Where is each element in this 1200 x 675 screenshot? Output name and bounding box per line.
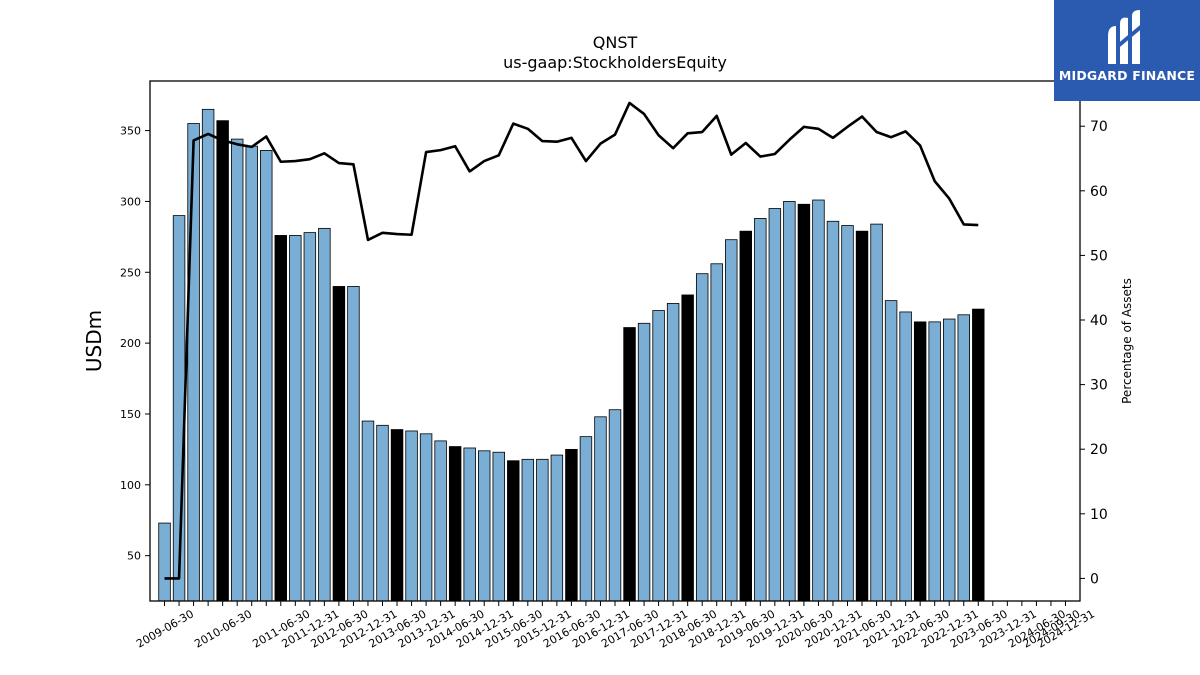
bar-2019-06-30 [739,230,752,602]
bar-2012-06-30 [332,286,346,602]
bar-2018-09-30 [695,273,709,602]
y-axis: 50 100 150 200 250 300 350 [120,125,150,563]
bar-2017-09-30 [637,322,651,602]
bar-2010-09-30 [230,138,244,602]
bar-2019-09-30 [754,218,767,602]
bar-2016-03-31 [550,454,564,602]
bar-2013-12-31 [419,433,433,602]
bar-2014-09-30 [463,447,476,602]
bar-2019-12-31 [768,208,782,602]
bar-2016-09-30 [579,436,593,602]
bar-2014-12-31 [478,450,491,602]
y2-tick-label-50: 50 [1090,248,1108,264]
bar-2018-03-31 [666,303,680,602]
y-tick-label-250: 250 [120,266,141,279]
bar-2015-03-31 [492,451,505,602]
y2-tick-label-60: 60 [1090,184,1108,200]
y-tick-label-200: 200 [120,337,141,350]
bar-2012-12-31 [361,420,375,602]
bar-2021-03-31 [841,225,854,602]
chart-title: QNST [593,33,638,52]
bar-2014-06-30 [448,446,462,602]
bar-2020-09-30 [812,199,825,602]
x-tick-label-2010-06-30: 2010-06-30 [192,607,254,650]
bar-2016-06-30 [565,448,578,602]
bar-2016-12-31 [594,416,607,602]
x-tick-label-2009-06-30: 2009-06-30 [134,607,196,650]
bar-2017-12-31 [652,310,665,602]
bar-2010-03-31 [201,108,215,602]
bar-2022-12-31 [943,318,956,602]
bar-2009-06-30 [158,522,171,602]
bar-2015-09-30 [521,458,535,602]
bar-2011-12-31 [303,232,317,602]
bar-2015-06-30 [507,460,520,602]
bar-2014-03-31 [434,440,447,602]
y2-tick-label-20: 20 [1090,442,1108,458]
bar-2011-06-30 [274,235,288,602]
bar-2022-09-30 [928,321,941,602]
bar-2021-06-30 [855,230,869,602]
y2-axis: 0 10 20 30 40 50 60 70 [1080,119,1108,587]
bar-2011-03-31 [260,150,273,602]
bar-2018-12-31 [710,263,723,602]
y-tick-label-350: 350 [120,125,141,138]
percentage-line [164,101,979,580]
bar-2012-03-31 [318,227,331,602]
plot-frame [149,80,1081,602]
bar-2021-09-30 [870,223,883,602]
bar-2013-09-30 [405,430,418,602]
logo-mark-icon [1108,10,1144,65]
bar-2023-03-31 [957,314,970,602]
x-axis: 2009-06-302010-06-302011-06-302011-12-31… [134,601,1097,651]
y2-tick-label-70: 70 [1090,119,1108,135]
bar-2022-03-31 [899,311,912,602]
y2-tick-label-40: 40 [1090,313,1108,329]
y-tick-label-50: 50 [127,550,141,563]
y2-tick-label-30: 30 [1090,378,1108,394]
bar-2017-03-31 [608,409,622,602]
bar-2018-06-30 [681,294,694,602]
bar-series [158,108,985,602]
y-tick-label-300: 300 [120,195,141,208]
bar-2013-03-31 [376,424,389,602]
bar-2023-06-30 [972,308,985,602]
bar-2009-12-31 [187,123,200,602]
bar-2011-09-30 [289,235,302,602]
bar-2012-09-30 [347,286,360,602]
y2-axis-label: Percentage of Assets [1120,278,1134,404]
chart-subtitle: us-gaap:StockholdersEquity [503,53,727,72]
y-axis-label: USDm [82,310,106,372]
bar-2013-06-30 [390,429,404,602]
y-tick-label-100: 100 [120,479,141,492]
bar-2010-12-31 [245,145,258,602]
bar-2019-03-31 [725,239,738,602]
y-tick-label-150: 150 [120,408,141,421]
bar-2021-12-31 [884,300,898,602]
bar-2020-12-31 [826,220,840,602]
bar-2020-06-30 [797,203,811,602]
bar-2015-12-31 [536,458,549,602]
brand-logo: MIDGARD FINANCE [1054,0,1200,101]
bar-2017-06-30 [623,327,636,602]
bar-2010-06-30 [216,120,229,602]
y2-tick-label-0: 0 [1090,571,1099,587]
line-series [164,101,979,580]
bar-2020-03-31 [783,201,796,602]
y2-tick-label-10: 10 [1090,507,1108,523]
bar-2022-06-30 [913,321,927,602]
logo-text: MIDGARD FINANCE [1058,68,1196,83]
